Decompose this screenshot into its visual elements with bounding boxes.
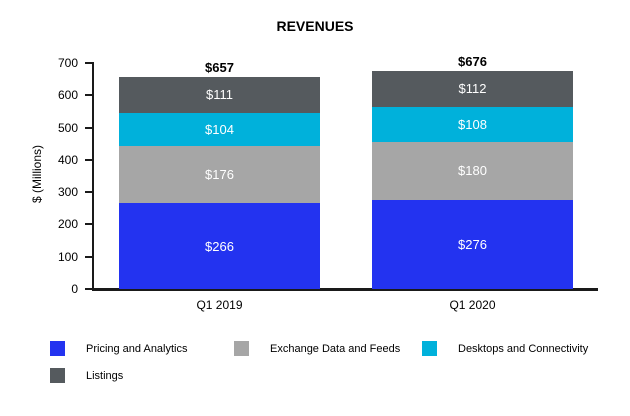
segment-value-label: $104 (205, 121, 234, 137)
bar-segment-desktops-and-connectivity: $108 (372, 106, 573, 142)
legend-label: Desktops and Connectivity (458, 342, 589, 355)
bar-group-q1-2020: $112 $108 $180 $276 (372, 70, 573, 289)
bar-group-q1-2019: $111 $104 $176 $266 (119, 76, 320, 289)
y-axis-tick-label: 600 (57, 88, 78, 103)
y-axis-tick (85, 191, 92, 194)
legend-item-pricing-and-analytics: Pricing and Analytics (50, 335, 234, 362)
bar-segment-pricing-and-analytics: $276 (372, 199, 573, 289)
x-axis-line (92, 288, 598, 291)
segment-value-label: $108 (458, 116, 487, 132)
legend-label: Pricing and Analytics (86, 342, 188, 355)
legend: Pricing and Analytics Exchange Data and F… (50, 335, 630, 389)
y-axis-tick (85, 62, 92, 64)
bar-segment-exchange-data-and-feeds: $176 (119, 146, 320, 204)
y-axis-tick (85, 94, 92, 97)
bar-segment-pricing-and-analytics: $266 (119, 203, 320, 289)
legend-swatch-pricing-and-analytics (50, 341, 65, 356)
y-axis-line (92, 62, 94, 291)
legend-label: Exchange Data and Feeds (270, 342, 401, 355)
legend-label: Listings (86, 369, 124, 382)
y-axis-tick (85, 158, 92, 161)
y-axis-tick-label: 400 (57, 152, 78, 167)
bar-segment-exchange-data-and-feeds: $180 (372, 141, 573, 200)
y-axis-tick (85, 288, 92, 290)
y-axis-tick (85, 255, 92, 258)
legend-item-exchange-data-and-feeds: Exchange Data and Feeds (234, 335, 422, 362)
y-axis-tick-label: 200 (57, 217, 78, 232)
segment-value-label: $176 (205, 167, 234, 183)
x-axis-category-label: Q1 2019 (196, 298, 243, 312)
y-axis-tick-label: 100 (57, 249, 78, 264)
segment-value-label: $266 (205, 238, 234, 254)
y-axis-tick-label: 0 (71, 282, 78, 296)
segment-value-label: $112 (458, 81, 487, 97)
y-axis-tick (85, 126, 92, 129)
y-axis-tick-label: 700 (57, 56, 78, 70)
chart-title: REVENUES (276, 18, 354, 34)
legend-swatch-desktops-and-connectivity (422, 341, 437, 356)
y-axis-title: $ (Millions) (30, 145, 44, 204)
y-axis-tick-label: 300 (57, 185, 78, 200)
bar-total-label: $657 (205, 59, 234, 75)
bar-segment-listings: $112 (372, 70, 573, 107)
legend-item-listings: Listings (50, 362, 234, 389)
legend-swatch-exchange-data-and-feeds (234, 341, 249, 356)
bar-total-label: $676 (458, 53, 487, 69)
segment-value-label: $111 (206, 87, 233, 103)
bar-segment-listings: $111 (119, 76, 320, 113)
legend-swatch-listings (50, 368, 65, 383)
segment-value-label: $180 (458, 163, 487, 179)
y-axis-tick-label: 500 (57, 120, 78, 135)
legend-item-desktops-and-connectivity: Desktops and Connectivity (422, 335, 622, 362)
y-axis-tick (85, 223, 92, 226)
x-axis-category-label: Q1 2020 (449, 298, 496, 312)
segment-value-label: $276 (458, 236, 487, 252)
bar-segment-desktops-and-connectivity: $104 (119, 112, 320, 147)
